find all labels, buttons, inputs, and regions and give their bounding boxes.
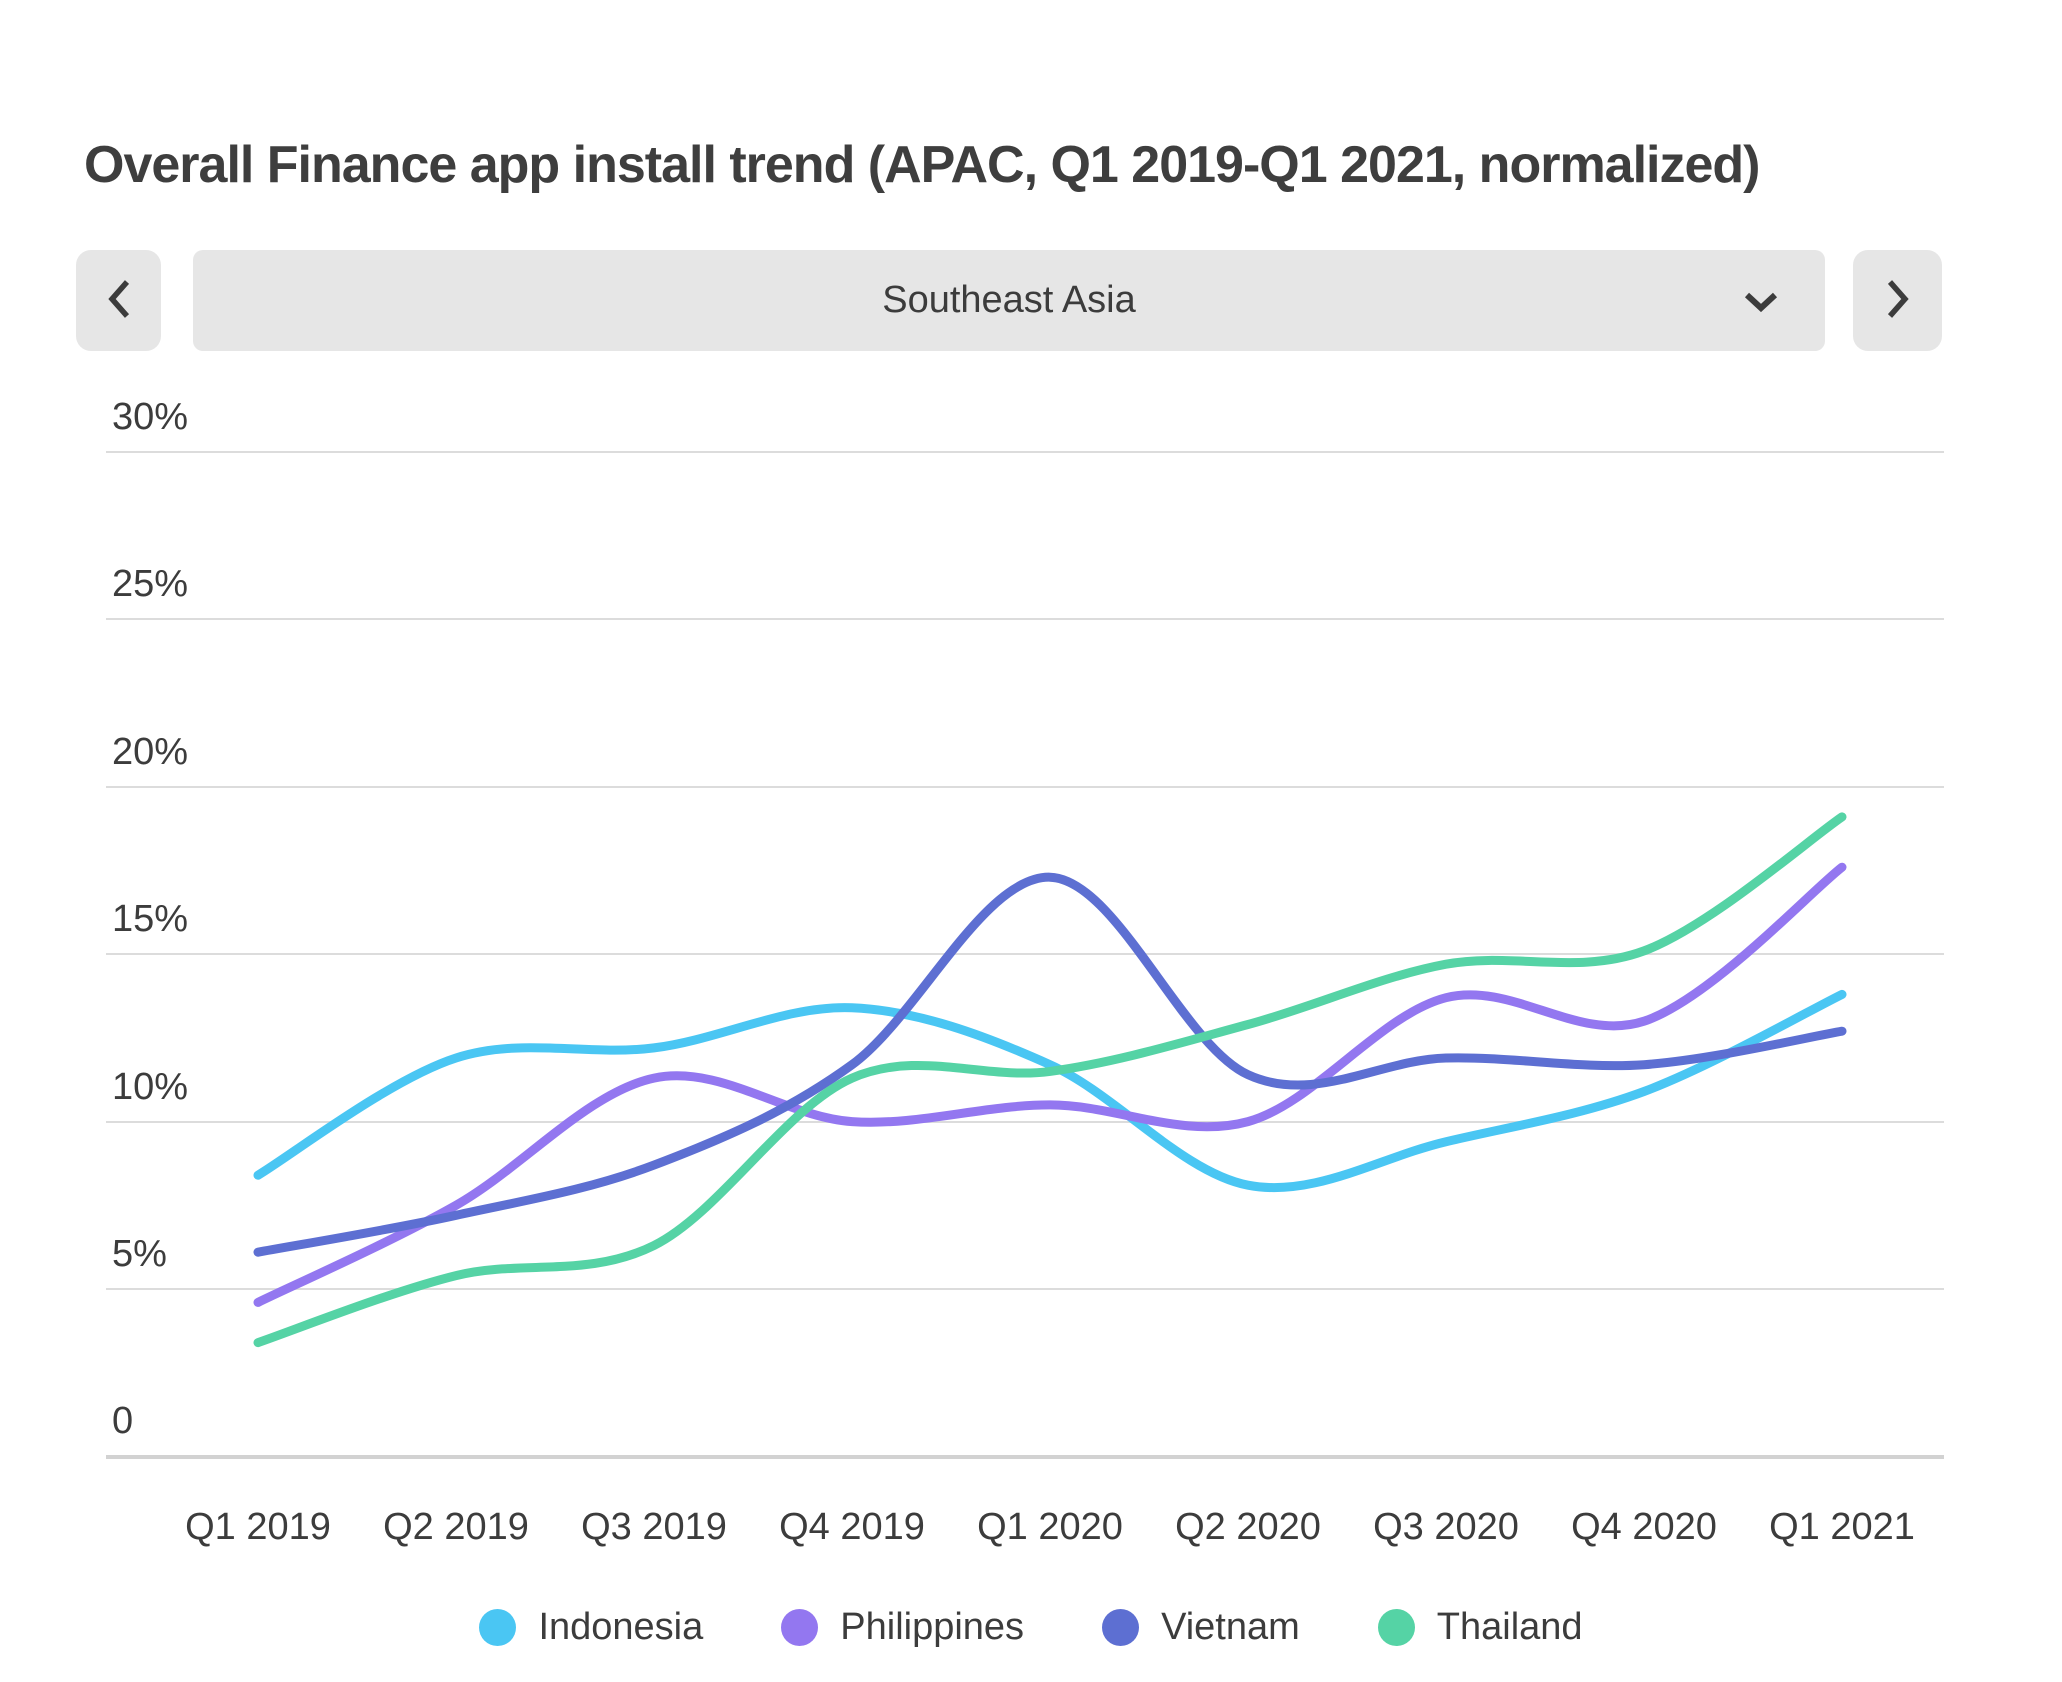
x-tick-label: Q2 2019 <box>383 1506 529 1548</box>
gridline-20 <box>106 785 1944 788</box>
gridline-25 <box>106 618 1944 621</box>
y-tick-label: 15% <box>112 898 189 941</box>
x-tick-label: Q4 2019 <box>779 1506 925 1548</box>
legend: Indonesia Philippines Vietnam Thailand <box>0 1603 2062 1651</box>
x-tick-label: Q1 2020 <box>977 1506 1123 1548</box>
gridline-30 <box>106 451 1944 453</box>
series-line-indonesia[interactable] <box>253 989 1847 1193</box>
chevron-left-icon <box>106 277 132 324</box>
y-tick-label: 20% <box>112 730 189 773</box>
y-tick-label: 0 <box>112 1400 134 1443</box>
x-tick-label: Q1 2019 <box>185 1506 331 1548</box>
legend-item-indonesia[interactable]: Indonesia <box>479 1606 703 1649</box>
legend-item-philippines[interactable]: Philippines <box>781 1606 1024 1649</box>
x-tick-label: Q4 2020 <box>1571 1506 1717 1548</box>
series-line-thailand[interactable] <box>253 812 1847 1348</box>
y-tick-label: 5% <box>112 1233 167 1275</box>
x-tick-label: Q3 2019 <box>581 1506 727 1548</box>
chevron-right-icon <box>1885 277 1911 324</box>
x-tick-label: Q1 2021 <box>1769 1506 1915 1548</box>
legend-color-dot-philippines <box>781 1608 819 1646</box>
gridline-0 <box>106 1455 1944 1460</box>
legend-color-dot-thailand <box>1377 1608 1415 1646</box>
gridline-15 <box>106 953 1944 956</box>
chevron-down-icon <box>1743 291 1779 318</box>
y-tick-label: 25% <box>112 563 189 606</box>
series-line-vietnam[interactable] <box>253 872 1847 1257</box>
gridline-5 <box>106 1288 1944 1290</box>
y-tick-label: 30% <box>112 396 189 438</box>
legend-label: Philippines <box>840 1605 1025 1648</box>
legend-item-vietnam[interactable]: Vietnam <box>1102 1606 1300 1649</box>
prev-region-button[interactable] <box>76 250 161 351</box>
legend-color-dot-vietnam <box>1102 1608 1140 1646</box>
region-dropdown-value: Southeast Asia <box>882 279 1136 321</box>
legend-label: Vietnam <box>1161 1605 1300 1648</box>
gridline-10 <box>106 1120 1944 1123</box>
next-region-button[interactable] <box>1853 250 1942 351</box>
legend-label: Indonesia <box>538 1605 704 1648</box>
legend-item-thailand[interactable]: Thailand <box>1377 1605 1583 1649</box>
legend-color-dot-indonesia <box>479 1608 517 1646</box>
region-selector: Southeast Asia <box>0 250 2062 351</box>
legend-label: Thailand <box>1436 1605 1583 1648</box>
x-tick-label: Q2 2020 <box>1175 1506 1321 1548</box>
y-tick-label: 10% <box>112 1065 189 1108</box>
x-tick-label: Q3 2020 <box>1373 1506 1519 1548</box>
region-dropdown[interactable]: Southeast Asia <box>193 250 1825 351</box>
page-title: Overall Finance app install trend (APAC,… <box>84 135 1760 194</box>
series-line-philippines[interactable] <box>253 862 1847 1307</box>
